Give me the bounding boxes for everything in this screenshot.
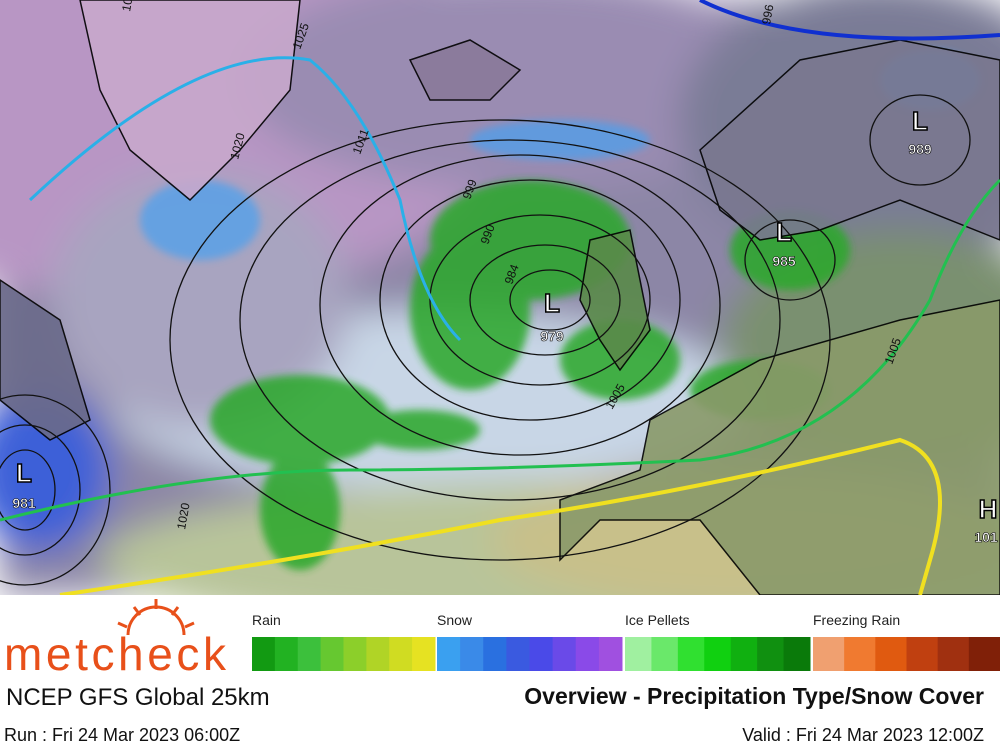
legend-label: Freezing Rain [813, 612, 900, 628]
legend-swatch [704, 637, 732, 671]
legend-swatch [598, 637, 623, 671]
isobar-label: 1020 [174, 501, 192, 530]
legend-swatch [875, 637, 907, 671]
legend-label: Rain [252, 612, 281, 628]
isobar [429, 214, 651, 386]
center-symbol: L [912, 106, 928, 136]
legend-swatch [575, 637, 600, 671]
legend-swatch [552, 637, 577, 671]
isotherm [28, 56, 462, 342]
model-name: NCEP GFS Global 25km [6, 684, 270, 711]
legend-label: Snow [437, 612, 473, 628]
legend-swatch [343, 637, 367, 671]
legend-swatch [252, 637, 276, 671]
logo: metcheck [4, 628, 227, 680]
legend-swatch [366, 637, 390, 671]
run-time: Run : Fri 24 Mar 2023 06:00Z [4, 725, 240, 745]
isobar [169, 119, 831, 561]
center-pressure: 101 [974, 529, 998, 545]
center-symbol: H [979, 494, 998, 524]
legend-swatch [968, 637, 1000, 671]
center-pressure: 979 [540, 328, 564, 344]
isobars [0, 0, 1000, 595]
weather-map: 1020 1025 1020 1011 999 990 984 1005 100… [0, 0, 1000, 595]
isobar [0, 449, 56, 531]
legend-swatch [506, 637, 530, 671]
legend-swatch [529, 637, 554, 671]
isotherm [0, 178, 1000, 522]
isobar-label: 1020 [119, 0, 137, 13]
isobar [469, 244, 621, 356]
isobar-label: 990 [478, 222, 498, 246]
map-title: Overview - Precipitation Type/Snow Cover [524, 683, 984, 709]
land [0, 0, 1000, 595]
legend-swatch [483, 637, 507, 671]
isobar [239, 139, 781, 501]
legend-swatch [297, 637, 322, 671]
legend-swatch [937, 637, 970, 671]
isobar [869, 94, 971, 186]
center-symbol: L [544, 288, 560, 318]
legend-swatch [389, 637, 413, 671]
isotherm [59, 437, 942, 595]
isobar [0, 394, 111, 586]
center-pressure: 981 [12, 495, 36, 511]
legend-swatch [412, 637, 436, 671]
legend-swatch [625, 637, 652, 671]
legend-swatch [320, 637, 344, 671]
legend-swatch [757, 637, 785, 671]
isobar-label: 999 [460, 177, 480, 201]
legend-label: Ice Pellets [625, 612, 690, 628]
legend-footer: metcheck NCEP GFS Global 25km Overview -… [4, 599, 1000, 745]
center-pressure: 985 [772, 253, 796, 269]
isotherm [699, 0, 1000, 41]
legend-swatch [906, 637, 939, 671]
isobar [509, 269, 591, 331]
center-pressure: 989 [908, 141, 932, 157]
legend-swatch [844, 637, 876, 671]
isobar [0, 424, 81, 556]
isobar [319, 154, 721, 456]
legend-swatch [730, 637, 758, 671]
center-symbol: L [776, 217, 792, 247]
logo-sun [117, 599, 195, 636]
legend-swatch [274, 637, 299, 671]
center-symbol: L [16, 458, 32, 488]
legend-swatch [651, 637, 679, 671]
isobar-label: 1020 [227, 131, 248, 161]
legend-swatch [460, 637, 484, 671]
pressure-centers: L 979 L 985 L 989 L 981 H 101 [12, 105, 998, 545]
legend-swatch [677, 637, 705, 671]
isobar-label: 984 [502, 262, 522, 286]
isobar [744, 219, 836, 301]
isobar-label: 996 [759, 3, 776, 25]
legend-swatch [437, 637, 461, 671]
legend-swatch [783, 637, 811, 671]
isobar [379, 179, 681, 421]
valid-time: Valid : Fri 24 Mar 2023 12:00Z [742, 725, 984, 745]
legend-swatch [813, 637, 845, 671]
